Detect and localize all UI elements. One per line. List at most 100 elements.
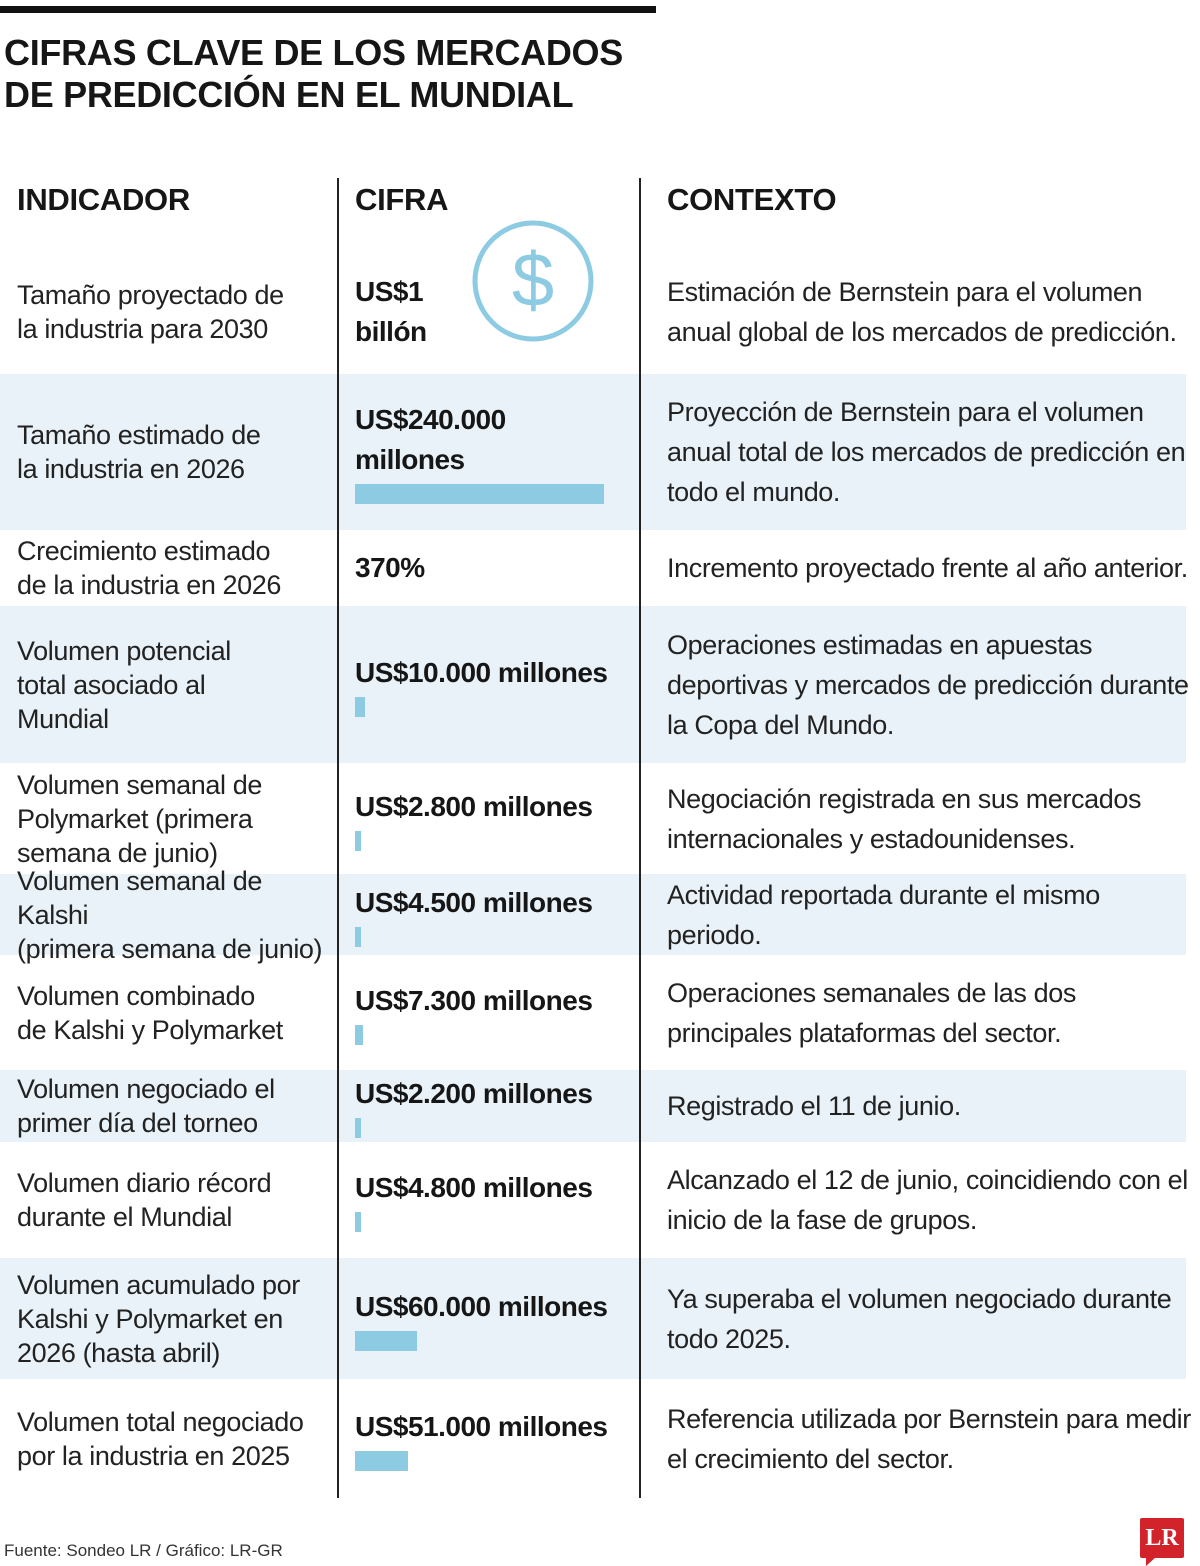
indicator-cell: Volumen diario récord durante el Mundial [17,1142,337,1258]
figure-cell-line: US$51.000 millones [355,1411,608,1442]
column-divider-1 [337,178,339,1498]
figure-cell-line: US$240.000 [355,404,506,435]
figure-cell: 370% [355,530,635,606]
figure-cell-line: US$4.500 millones [355,886,593,918]
table-row: Volumen diario récord durante el Mundial U… [0,1142,1188,1258]
table-row: Volumen acumulado por Kalshi y Polymarket… [0,1258,1186,1379]
figure-cell-line: US$2.800 millones [355,790,593,822]
figure-cell-line: US$60.000 millones [355,1290,608,1322]
logo-text: LR [1145,1524,1179,1551]
value-bar [355,1330,417,1351]
context-cell: Estimación de Bernstein para el volumen … [667,250,1192,374]
figure-cell: US$2.200 millones [355,1070,635,1142]
context-cell: Negociación registrada en sus mercados i… [667,763,1192,874]
table-row: Volumen potencial total asociado al Mundia… [0,606,1189,763]
figure-cell: US$10.000 millones [355,606,635,763]
indicator-cell: Crecimiento estimado de la industria en 2… [17,530,337,606]
figure-cell: US$7.300 millones [355,955,635,1070]
figure-cell-line: US$1 [355,276,424,307]
table-row: Tamaño proyectado de la industria para 20… [0,250,1186,374]
context-cell: Proyección de Bernstein para el volumen … [667,374,1192,530]
indicator-cell-line: 2026 (hasta abril) [17,1337,220,1368]
indicator-cell-line: Polymarket (primera [17,803,253,834]
table-row: Volumen semanal de Polymarket (primera sem… [0,763,1186,874]
indicator-cell: Volumen semanal de Polymarket (primera sem… [17,763,337,874]
figure-cell: US$2.800 millones [355,763,635,874]
figure-cell: US$1 billón [355,250,635,374]
context-cell: Referencia utilizada por Bernstein para … [667,1379,1192,1499]
indicator-cell-line: semana de junio) [17,837,218,868]
context-cell-line: Registrado el 11 de junio. [667,1091,961,1121]
figure-cell-line: 370% [355,552,425,583]
table-row: Volumen negociado el primer día del torne… [0,1070,1186,1142]
indicator-cell-line: Volumen combinado [17,980,255,1011]
context-cell-line: Incremento proyectado frente al año ante… [667,553,1188,583]
indicator-cell-line: Kalshi y Polymarket en [17,1303,283,1334]
figure-cell: US$60.000 millones [355,1258,635,1379]
title-line-1: CIFRAS CLAVE DE LOS MERCADOS [4,32,623,73]
figure-cell-line: US$10.000 millones [355,656,608,688]
context-cell-line: Actividad reportada durante el mismo per… [667,879,1100,950]
indicator-cell: Volumen potencial total asociado al Mundia… [17,606,337,763]
context-cell-line: Negociación registrada en sus mercados i… [667,783,1142,854]
context-cell: Actividad reportada durante el mismo per… [667,874,1192,955]
indicator-cell-line: por la industria en 2025 [17,1441,290,1471]
value-bar [355,696,365,717]
indicator-cell: Tamaño proyectado de la industria para 20… [17,250,337,374]
indicator-cell-line: Volumen semanal de [17,769,262,800]
svg-text:$: $ [512,238,554,323]
context-cell: Operaciones estimadas en apuestas deport… [667,606,1192,763]
indicator-cell: Volumen combinado de Kalshi y Polymarket [17,955,337,1070]
context-cell-line: Alcanzado el 12 de junio, coincidiendo c… [667,1165,1188,1235]
table-row: Tamaño estimado de la industria en 2026 US… [0,374,1186,530]
indicator-cell-line: de Kalshi y Polymarket [17,1014,283,1045]
value-bar [355,1451,408,1471]
context-cell-line: Estimación de Bernstein para el volumen … [667,277,1177,347]
context-cell: Registrado el 11 de junio. [667,1070,1192,1142]
indicator-cell-line: Mundial [17,703,109,734]
header-context: CONTEXTO [667,182,837,217]
source-footer: Fuente: Sondeo LR / Gráfico: LR-GR [4,1541,283,1560]
value-bar [355,926,361,947]
table-row: Crecimiento estimado de la industria en 2… [0,530,1188,606]
column-divider-2 [639,178,641,1498]
context-cell-line: Referencia utilizada por Bernstein para … [667,1404,1191,1474]
context-cell-line: Ya superaba el volumen negociado durante… [667,1283,1172,1354]
indicator-cell-line: Tamaño estimado de [17,420,261,450]
indicator-cell-line: la industria en 2026 [17,454,245,484]
figure-cell-line: billón [355,316,427,347]
figure-cell-line: US$2.200 millones [355,1078,593,1109]
indicator-cell-line: Volumen potencial [17,635,231,666]
figure-cell: US$51.000 millones [355,1379,635,1499]
indicator-cell-line: Volumen semanal de Kalshi [17,865,262,930]
header-indicator: INDICADOR [17,182,190,217]
value-bar [355,484,604,504]
indicator-cell-line: Crecimiento estimado [17,536,271,566]
indicator-cell-line: Tamaño proyectado de [17,280,284,310]
lr-logo: LR [1140,1518,1184,1566]
context-cell-line: Proyección de Bernstein para el volumen … [667,397,1186,507]
table-row: Volumen combinado de Kalshi y Polymarket U… [0,955,1186,1070]
figure-cell-line: US$4.800 millones [355,1172,593,1203]
value-bar [355,830,361,851]
context-cell: Alcanzado el 12 de junio, coincidiendo c… [667,1142,1192,1258]
value-bar [355,1118,361,1138]
indicator-cell-line: (primera semana de junio) [17,933,323,964]
table-row: Volumen semanal de Kalshi (primera semana… [0,866,1186,964]
indicator-cell-line: la industria para 2030 [17,314,268,344]
indicator-cell-line: Volumen negociado el [17,1074,275,1104]
indicator-cell-line: Volumen total negociado [17,1407,304,1437]
figure-cell: US$4.800 millones [355,1142,635,1258]
value-bar [355,1212,361,1232]
value-bar [355,1024,363,1045]
context-cell-line: Operaciones estimadas en apuestas deport… [667,629,1189,740]
dollar-circle-icon: $ [472,220,594,342]
context-cell: Incremento proyectado frente al año ante… [667,530,1192,606]
indicator-cell-line: de la industria en 2026 [17,570,282,600]
indicator-cell-line: Volumen diario récord [17,1168,272,1198]
table-row: Volumen total negociado por la industria … [0,1379,1191,1499]
indicator-cell: Volumen acumulado por Kalshi y Polymarket… [17,1258,337,1379]
figure-cell-line: millones [355,444,465,475]
context-cell: Operaciones semanales de las dos princip… [667,955,1192,1070]
indicator-cell-line: durante el Mundial [17,1202,232,1232]
